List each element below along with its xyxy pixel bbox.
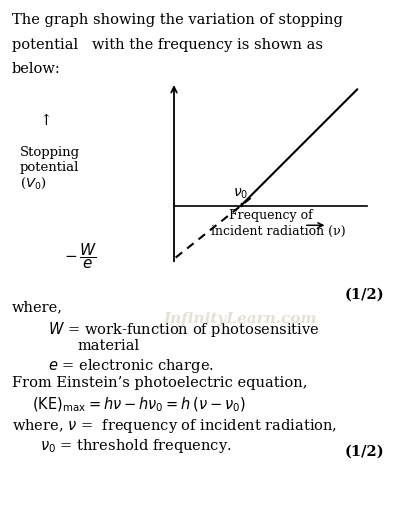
Text: $\nu_0$: $\nu_0$ <box>233 186 248 200</box>
Text: $-\,\dfrac{W}{e}$: $-\,\dfrac{W}{e}$ <box>64 242 96 271</box>
Text: incident radiation (ν): incident radiation (ν) <box>211 225 345 237</box>
Text: (1/2): (1/2) <box>344 445 384 458</box>
Text: From Einstein’s photoelectric equation,: From Einstein’s photoelectric equation, <box>12 376 308 390</box>
Text: Frequency of: Frequency of <box>229 209 313 222</box>
Text: InfinityLearn.com: InfinityLearn.com <box>163 311 317 326</box>
Text: where, $\nu$ =  frequency of incident radiation,: where, $\nu$ = frequency of incident rad… <box>12 417 337 435</box>
Text: where,: where, <box>12 301 63 315</box>
Text: potential   with the frequency is shown as: potential with the frequency is shown as <box>12 38 323 51</box>
Text: The graph showing the variation of stopping: The graph showing the variation of stopp… <box>12 13 343 27</box>
Text: $(\mathrm{KE})_{\mathrm{max}} = h\nu - h\nu_0 = h\,(\nu - \nu_0)$: $(\mathrm{KE})_{\mathrm{max}} = h\nu - h… <box>32 396 246 414</box>
Text: (1/2): (1/2) <box>344 288 384 302</box>
Text: $W$ = work-function of photosensitive: $W$ = work-function of photosensitive <box>48 320 320 339</box>
Text: ↑: ↑ <box>40 114 52 128</box>
Text: $\nu_0$ = threshold frequency.: $\nu_0$ = threshold frequency. <box>40 437 232 455</box>
Text: below:: below: <box>12 62 61 76</box>
Text: Stopping
potential
($V_0$): Stopping potential ($V_0$) <box>20 146 80 191</box>
Text: material: material <box>78 339 140 353</box>
Text: $e$ = electronic charge.: $e$ = electronic charge. <box>48 357 214 375</box>
